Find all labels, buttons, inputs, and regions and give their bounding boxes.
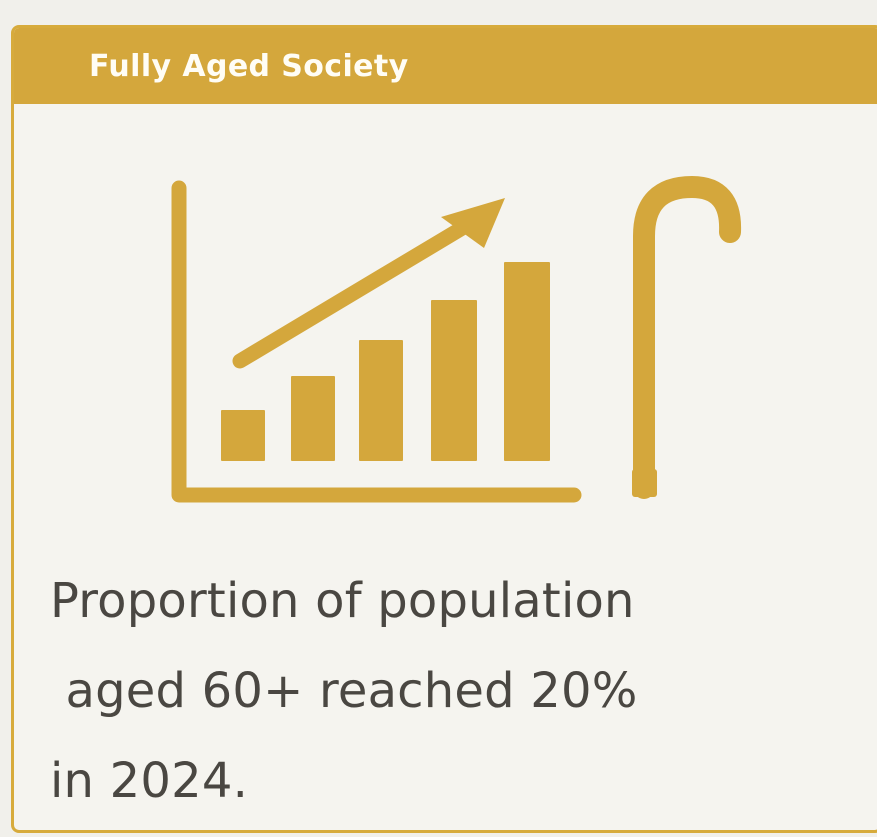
bar-5-icon [504,262,550,461]
trend-arrow-shaft-icon [232,213,482,369]
trend-arrow-head-icon [441,198,505,248]
card-header: Fully Aged Society [14,28,877,104]
statement-line-3: in 2024. [50,753,249,809]
population-statement: Proportion of population aged 60+ reache… [50,556,870,826]
bar-4-icon [431,300,477,461]
bar-3-icon [359,340,403,461]
bar-1-icon [221,410,265,461]
statement-line-2: aged 60+ reached 20% [50,663,638,719]
bar-2-icon [291,376,335,461]
chart-axis-icon [171,180,582,503]
cane-tip-icon [632,469,657,497]
statement-line-1: Proportion of population [50,573,635,629]
walking-cane-icon [633,176,742,499]
card-title: Fully Aged Society [89,48,409,84]
info-card: Fully Aged Society Proportion of populat… [11,25,877,833]
aging-growth-icon [171,176,742,503]
